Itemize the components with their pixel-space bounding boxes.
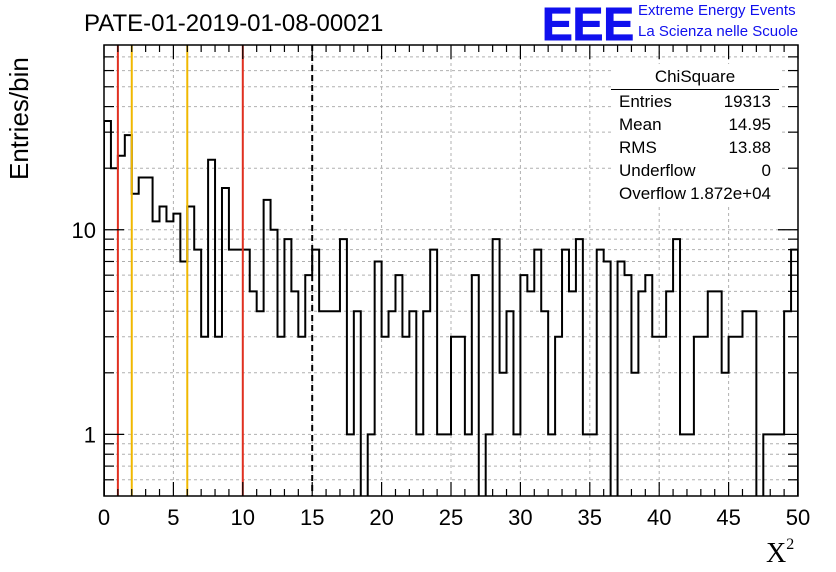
stats-label: Entries bbox=[619, 92, 672, 111]
stats-label: RMS bbox=[619, 138, 657, 157]
stats-row-entries: Entries 19313 bbox=[611, 90, 779, 113]
x-tick-label: 0 bbox=[98, 505, 110, 530]
axis-ticks bbox=[103, 45, 799, 496]
stats-row-underflow: Underflow 0 bbox=[611, 159, 779, 182]
stats-value: 1.872e+04 bbox=[690, 184, 771, 203]
stats-title: ChiSquare bbox=[611, 64, 779, 90]
logo-caption-2: La Scienza nelle Scuole bbox=[638, 23, 799, 40]
eee-logo: EEE bbox=[542, 0, 634, 44]
stats-box: ChiSquare Entries 19313 Mean 14.95 RMS 1… bbox=[611, 64, 779, 205]
stats-label: Overflow bbox=[619, 184, 687, 203]
x-tick-label: 10 bbox=[231, 505, 255, 530]
x-tick-label: 25 bbox=[439, 505, 463, 530]
logo-caption-1: Extreme Energy Events bbox=[638, 2, 796, 19]
axis-tick-labels: 0 5 10 15 20 25 30 35 40 45 50 1 10 bbox=[72, 218, 811, 530]
chart-title: PATE-01-2019-01-08-00021 bbox=[84, 10, 384, 37]
stats-row-mean: Mean 14.95 bbox=[611, 113, 779, 136]
x-tick-label: 35 bbox=[578, 505, 602, 530]
stats-label: Underflow bbox=[619, 161, 696, 180]
stats-value: 19313 bbox=[723, 92, 771, 111]
histogram-line bbox=[104, 120, 798, 496]
x-tick-label: 20 bbox=[369, 505, 393, 530]
y-tick-label: 1 bbox=[84, 422, 96, 447]
x-tick-label: 40 bbox=[647, 505, 671, 530]
marker-lines bbox=[116, 45, 314, 496]
y-tick-label: 10 bbox=[72, 218, 96, 243]
y-axis-label: Entries/bin bbox=[4, 57, 34, 180]
x-tick-label: 5 bbox=[167, 505, 179, 530]
stats-label: Mean bbox=[619, 115, 662, 134]
stats-value: 13.88 bbox=[728, 138, 771, 157]
stats-row-rms: RMS 13.88 bbox=[611, 136, 779, 159]
x-tick-label: 45 bbox=[716, 505, 740, 530]
stats-value: 14.95 bbox=[728, 115, 771, 134]
x-tick-label: 15 bbox=[300, 505, 324, 530]
stats-value: 0 bbox=[761, 161, 771, 180]
svg-text:EEE: EEE bbox=[542, 0, 634, 44]
x-tick-label: 50 bbox=[786, 505, 810, 530]
x-tick-label: 30 bbox=[508, 505, 532, 530]
histogram-series bbox=[104, 120, 798, 496]
stats-row-overflow: Overflow 1.872e+04 bbox=[611, 182, 779, 205]
x-axis-label: X2 bbox=[766, 536, 795, 569]
